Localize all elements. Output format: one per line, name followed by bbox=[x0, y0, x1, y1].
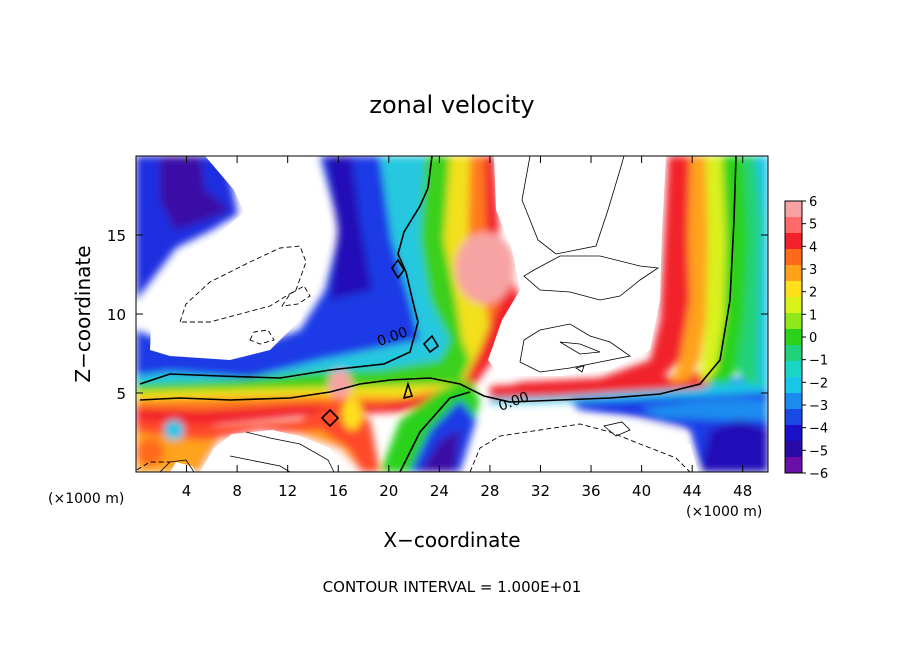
colorbar-swatch bbox=[785, 345, 802, 362]
y-tick-label: 5 bbox=[116, 385, 126, 403]
x-tick-label: 28 bbox=[480, 482, 499, 500]
colorbar-tick-label: 0 bbox=[809, 331, 817, 346]
colorbar-swatch bbox=[785, 457, 802, 474]
colorbar-swatch bbox=[785, 265, 802, 282]
colorbar-swatch bbox=[785, 201, 802, 218]
colorbar-swatch bbox=[785, 217, 802, 234]
colorbar-swatch bbox=[785, 393, 802, 410]
colorbar-tick-label: −4 bbox=[809, 422, 828, 437]
x-tick-label: 24 bbox=[430, 482, 449, 500]
x-axis-label: X−coordinate bbox=[383, 528, 520, 552]
footer-contour-interval: CONTOUR INTERVAL = 1.000E+01 bbox=[323, 578, 582, 596]
chart-title: zonal velocity bbox=[369, 91, 534, 119]
x-tick-label: 36 bbox=[581, 482, 600, 500]
colorbar-swatch bbox=[785, 313, 802, 330]
colorbar-swatch bbox=[785, 409, 802, 426]
colorbar-swatch bbox=[785, 233, 802, 250]
x-tick-label: 32 bbox=[531, 482, 550, 500]
x-tick-label: 4 bbox=[182, 482, 192, 500]
y-axis-label: Z−coordinate bbox=[71, 245, 95, 382]
colorbar-tick-label: 6 bbox=[809, 195, 817, 210]
x-tick-label: 20 bbox=[379, 482, 398, 500]
x-tick-label: 12 bbox=[278, 482, 297, 500]
x-tick-label: 8 bbox=[232, 482, 242, 500]
colorbar-tick-label: −3 bbox=[809, 399, 828, 414]
colorbar-swatch bbox=[785, 329, 802, 346]
colorbar-swatch bbox=[785, 249, 802, 266]
colorbar-swatch bbox=[785, 425, 802, 442]
x-tick-label: 44 bbox=[683, 482, 702, 500]
y-tick-label: 10 bbox=[107, 306, 126, 324]
colorbar: 6 5 4 3 2 1 0 −1 −2 −3 −4 −5 −6 bbox=[784, 195, 828, 482]
x-unit-left: (×1000 m) bbox=[48, 491, 124, 507]
colorbar-swatch bbox=[785, 361, 802, 378]
y-tick-label: 15 bbox=[107, 227, 126, 245]
colorbar-swatch bbox=[785, 377, 802, 394]
x-tick-label: 40 bbox=[632, 482, 651, 500]
colorbar-tick-label: 5 bbox=[809, 218, 817, 233]
x-tick-label: 48 bbox=[733, 482, 752, 500]
colorbar-tick-label: −2 bbox=[809, 376, 828, 391]
x-tick-label: 16 bbox=[329, 482, 348, 500]
x-axis: 4 8 12 16 20 24 28 32 36 40 44 48 bbox=[182, 156, 752, 500]
x-unit-right: (×1000 m) bbox=[686, 504, 762, 520]
colorbar-swatch bbox=[785, 297, 802, 314]
y-axis: 5 10 15 bbox=[107, 227, 768, 403]
velocity-field bbox=[136, 156, 768, 472]
colorbar-tick-label: 2 bbox=[809, 286, 817, 301]
colorbar-tick-label: −5 bbox=[809, 444, 828, 459]
colorbar-swatch bbox=[785, 441, 802, 458]
colorbar-swatch bbox=[785, 281, 802, 298]
colorbar-tick-label: 4 bbox=[809, 240, 817, 255]
colorbar-tick-label: 3 bbox=[809, 263, 817, 278]
colorbar-tick-label: −6 bbox=[809, 467, 828, 482]
colorbar-tick-label: 1 bbox=[809, 308, 817, 323]
colorbar-tick-label: −1 bbox=[809, 354, 828, 369]
